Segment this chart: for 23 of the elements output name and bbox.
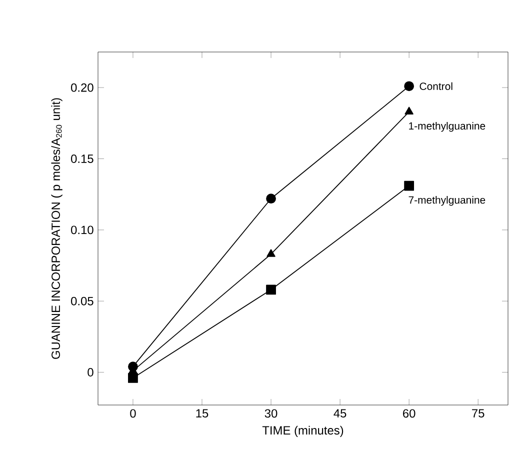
series-label: Control (420, 82, 452, 90)
x-axis-title: TIME (minutes) (262, 426, 344, 437)
point (404, 106, 414, 114)
y-tick-label: 0.10 (71, 226, 94, 234)
point (266, 194, 276, 204)
point (266, 284, 276, 295)
x-tick-label: 45 (334, 409, 346, 418)
x-tick-label: 30 (264, 409, 278, 418)
series-label: 1-methylguanine (409, 122, 486, 132)
x-tick-label: 75 (472, 409, 484, 418)
point (404, 81, 414, 92)
series-label: 7-methylguanine (408, 196, 486, 206)
y-tick-label: 0.20 (71, 83, 94, 92)
y-axis-title: GUANINE INCORPORATION ( p moles/A$_{260}$ unit) (51, 98, 62, 359)
y-tick-label: 0.15 (71, 154, 94, 163)
point (128, 373, 138, 383)
x-tick-label: 15 (196, 409, 208, 418)
y-tick-label: 0.05 (71, 296, 94, 306)
x-tick-label: 60 (403, 409, 416, 418)
x-tick-label: 0 (130, 409, 136, 418)
point (266, 249, 276, 257)
y-tick-label: 0 (88, 368, 94, 376)
point (404, 180, 414, 191)
